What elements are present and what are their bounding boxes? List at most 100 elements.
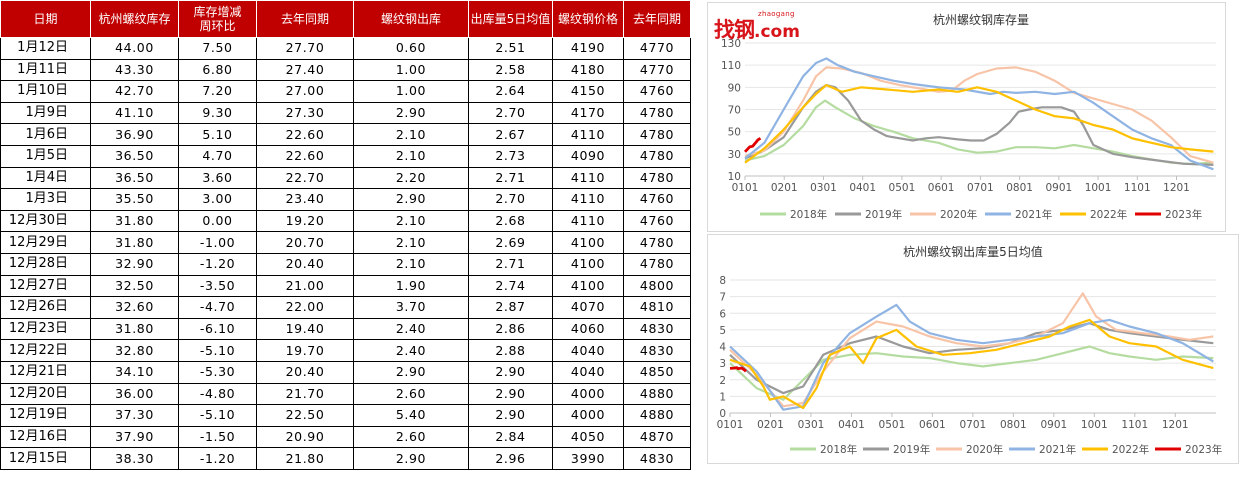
table-row: 12月26日 32.60 -4.70 22.00 3.70 2.87 4070 4810: [0, 296, 691, 319]
x-tick-label: 0901: [1045, 182, 1072, 194]
last-year-cell: 22.50: [256, 404, 354, 427]
price-last-year-cell: 4780: [623, 101, 691, 125]
series-line-2023年: [729, 366, 747, 373]
change-cell: 6.80: [178, 58, 257, 82]
change-cell: -4.70: [178, 296, 257, 319]
x-tick-label: 0301: [798, 419, 825, 431]
col-header-weekly-change: 库存增减 周环比: [178, 0, 257, 38]
price-last-year-cell: 4830: [623, 447, 691, 470]
series-line-2021年: [729, 303, 1214, 411]
price-cell: 4150: [552, 80, 624, 103]
inventory-cell: 36.90: [90, 123, 179, 146]
y-tick-label: 30: [728, 149, 741, 161]
table-row: 12月22日 32.80 -5.10 19.70 2.40 2.88 4040 4830: [0, 339, 691, 362]
inventory-cell: 37.90: [90, 425, 179, 449]
table-row: 1月6日 36.90 5.10 22.60 2.10 2.67 4110 4780: [0, 123, 691, 146]
x-tick-label: 1201: [1162, 419, 1189, 431]
price-cell: 4180: [552, 58, 624, 82]
change-cell: 7.50: [178, 37, 257, 60]
inventory-cell: 38.30: [90, 447, 179, 470]
inventory-chart: 杭州螺纹钢库存量 10 30 50 70 90 110 130 0101 0201 0301 0401…: [721, 12, 1216, 221]
table-row: 12月27日 32.50 -3.50 21.00 1.90 2.74 4100 4800: [0, 274, 691, 298]
last-year-cell: 27.70: [256, 37, 354, 60]
outflow-cell: 2.90: [353, 188, 469, 211]
inventory-cell: 37.30: [90, 404, 179, 427]
outflow-cell: 2.10: [353, 209, 469, 233]
avg-cell: 2.87: [468, 296, 553, 319]
table-row: 1月9日 41.10 9.30 27.30 2.90 2.70 4170 4780: [0, 101, 691, 125]
date-cell: 1月5日: [0, 144, 91, 168]
outflow-cell: 1.90: [353, 274, 469, 298]
legend-label: 2021年: [1039, 443, 1076, 456]
y-tick-label: 7: [719, 292, 726, 304]
price-cell: 4090: [552, 144, 624, 168]
outflow-cell: 2.10: [353, 252, 469, 276]
price-last-year-cell: 4760: [623, 80, 691, 103]
price-cell: 4040: [552, 339, 624, 362]
series-line-2021年: [744, 57, 1214, 171]
col-header-date: 日期: [0, 0, 91, 38]
inventory-cell: 32.80: [90, 339, 179, 362]
inventory-cell: 31.80: [90, 209, 179, 233]
avg-cell: 2.90: [468, 404, 553, 427]
x-tick-label: 0401: [849, 182, 876, 194]
x-tick-label: 0901: [1040, 419, 1067, 431]
change-cell: -6.10: [178, 317, 257, 341]
avg-cell: 2.96: [468, 447, 553, 470]
outflow-cell: 2.10: [353, 231, 469, 254]
last-year-cell: 27.30: [256, 101, 354, 125]
date-cell: 12月23日: [0, 317, 91, 341]
outflow-cell: 2.10: [353, 123, 469, 146]
table-row: 1月10日 42.70 7.20 27.00 1.00 2.64 4150 4760: [0, 80, 691, 103]
price-cell: 4170: [552, 101, 624, 125]
date-cell: 12月15日: [0, 447, 91, 470]
x-tick-label: 0701: [959, 419, 986, 431]
table-row: 12月23日 31.80 -6.10 19.40 2.40 2.86 4060 4830: [0, 317, 691, 341]
date-cell: 12月16日: [0, 425, 91, 449]
outflow-cell: 2.40: [353, 339, 469, 362]
x-tick-label: 1101: [1124, 182, 1151, 194]
outflow-cell: 2.60: [353, 382, 469, 406]
change-cell: 3.60: [178, 166, 257, 190]
change-cell: -5.30: [178, 360, 257, 384]
table-row: 12月28日 32.90 -1.20 20.40 2.10 2.71 4100 4780: [0, 252, 691, 276]
y-tick-label: 2: [719, 375, 726, 387]
inventory-cell: 32.90: [90, 252, 179, 276]
x-tick-label: 1101: [1121, 419, 1148, 431]
date-cell: 1月4日: [0, 166, 91, 190]
inventory-cell: 36.50: [90, 144, 179, 168]
last-year-cell: 27.40: [256, 58, 354, 82]
date-cell: 12月26日: [0, 296, 91, 319]
series-line-2022年: [729, 318, 1214, 410]
price-cell: 4100: [552, 252, 624, 276]
inventory-cell: 31.80: [90, 317, 179, 341]
x-tick-label: 0601: [919, 419, 946, 431]
price-cell: 4050: [552, 425, 624, 449]
y-tick-label: 1: [719, 391, 726, 403]
x-tick-label: 0201: [771, 182, 798, 194]
price-last-year-cell: 4770: [623, 37, 691, 60]
x-tick-label: 0701: [967, 182, 994, 194]
outflow-cell: 1.00: [353, 80, 469, 103]
col-header-outflow: 螺纹钢出库: [353, 0, 469, 38]
price-cell: 4000: [552, 404, 624, 427]
x-tick-label: 0501: [889, 182, 916, 194]
avg-cell: 2.84: [468, 425, 553, 449]
last-year-cell: 22.00: [256, 296, 354, 319]
avg-cell: 2.90: [468, 382, 553, 406]
last-year-cell: 22.60: [256, 144, 354, 168]
date-cell: 1月11日: [0, 58, 91, 82]
price-last-year-cell: 4810: [623, 296, 691, 319]
series-line-2019年: [729, 322, 1214, 395]
last-year-cell: 22.70: [256, 166, 354, 190]
series-line-2020年: [744, 66, 1214, 164]
series-line-2023年: [743, 137, 762, 153]
x-tick-label: 0101: [717, 419, 744, 431]
price-cell: 3990: [552, 447, 624, 470]
avg-cell: 2.69: [468, 231, 553, 254]
price-last-year-cell: 4770: [623, 58, 691, 82]
change-cell: 3.00: [178, 188, 257, 211]
inventory-cell: 43.30: [90, 58, 179, 82]
avg-cell: 2.71: [468, 166, 553, 190]
table-row: 12月21日 34.10 -5.30 20.40 2.90 2.90 4040 4850: [0, 360, 691, 384]
